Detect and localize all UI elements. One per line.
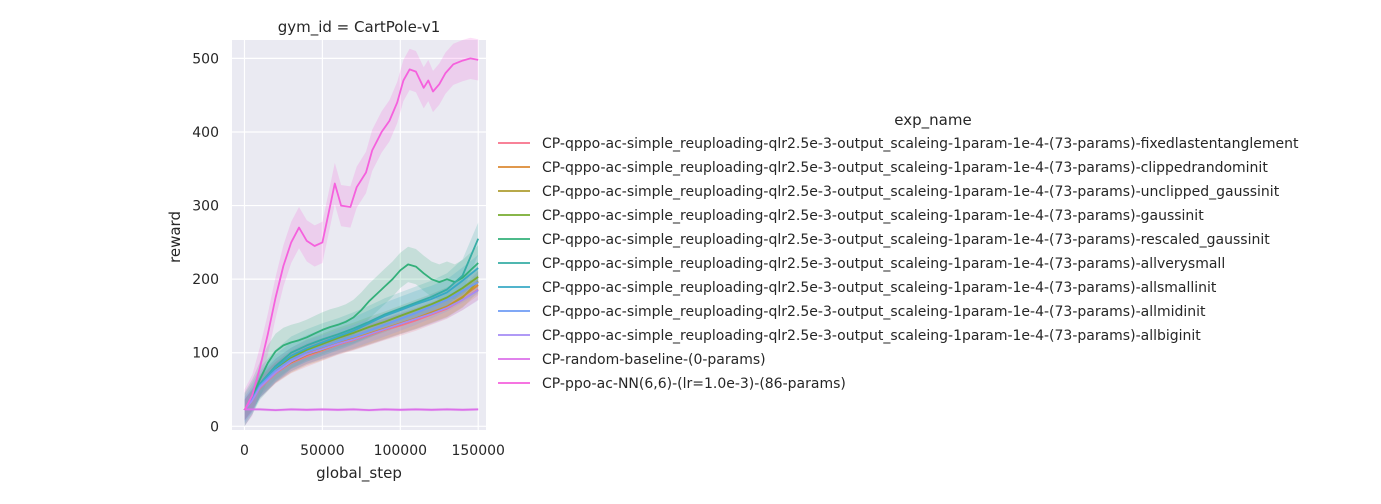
legend-label: CP-qppo-ac-simple_reuploading-qlr2.5e-3-… [542,304,1206,320]
legend-label: CP-qppo-ac-simple_reuploading-qlr2.5e-3-… [542,160,1268,176]
legend-label: CP-qppo-ac-simple_reuploading-qlr2.5e-3-… [542,208,1204,224]
legend-label: CP-qppo-ac-simple_reuploading-qlr2.5e-3-… [542,328,1201,344]
x-tick-label: 50000 [300,443,345,459]
y-tick-label: 200 [192,272,219,288]
y-tick-labels: 0 100 200 300 400 500 [192,51,219,435]
legend-label: CP-qppo-ac-simple_reuploading-qlr2.5e-3-… [542,232,1270,248]
series-line [243,262,479,411]
x-tick-label: 100000 [374,443,427,459]
legend: CP-qppo-ac-simple_reuploading-qlr2.5e-3-… [498,136,1299,392]
y-tick-label: 400 [192,125,219,141]
grid-lines [232,40,486,430]
series-band [244,245,479,427]
legend-label: CP-qppo-ac-simple_reuploading-qlr2.5e-3-… [542,184,1280,200]
legend-label: CP-qppo-ac-simple_reuploading-qlr2.5e-3-… [542,136,1299,152]
x-axis-label: global_step [316,464,402,483]
y-tick-label: 300 [192,199,219,215]
y-tick-label: 0 [210,419,219,435]
series-band [244,254,479,424]
x-tick-labels: 0 50000 100000 150000 [240,443,505,459]
y-axis-label: reward [166,211,184,263]
legend-label: CP-qppo-ac-simple_reuploading-qlr2.5e-3-… [542,280,1217,296]
series-line [243,57,479,411]
x-tick-label: 150000 [451,443,504,459]
series-band [244,37,479,427]
x-tick-label: 0 [240,443,249,459]
series-line [243,238,480,411]
y-tick-label: 500 [192,51,219,67]
series-line [243,267,479,411]
y-tick-label: 100 [192,346,219,362]
legend-label: CP-qppo-ac-simple_reuploading-qlr2.5e-3-… [542,256,1225,272]
legend-label: CP-random-baseline-(0-params) [542,352,766,368]
series-band [244,266,479,421]
chart-title: gym_id = CartPole-v1 [278,18,441,37]
series-line [244,408,479,411]
series-band [244,279,479,421]
legend-title: exp_name [894,111,971,130]
series-band [244,279,479,421]
series-line [243,281,479,411]
series-lines [243,57,480,411]
legend-label: CP-ppo-ac-NN(6,6)-(lr=1.0e-3)-(86-params… [542,376,846,392]
series-line [243,289,479,411]
plot-background [232,40,486,430]
